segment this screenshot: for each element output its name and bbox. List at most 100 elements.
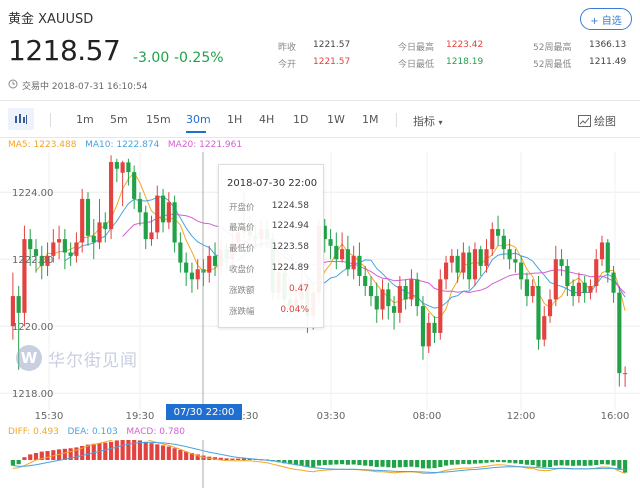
macd-bar — [334, 460, 339, 465]
y-tick-label: 1218.00 — [12, 389, 53, 400]
watermark: W 华尔街见闻 — [16, 345, 138, 371]
macd-bar — [623, 460, 628, 473]
macd-bar — [120, 440, 125, 460]
draw-tool-button[interactable]: 绘图 — [578, 113, 616, 129]
candle-body — [91, 235, 96, 243]
candle-body — [386, 289, 391, 307]
candle-body — [409, 279, 414, 300]
stat-label-open: 今开 — [278, 60, 297, 70]
current-price: 1218.57 — [8, 34, 121, 67]
y-tick-label: 1220.00 — [12, 322, 53, 333]
interval-1m[interactable]: 1m — [76, 113, 94, 126]
tooltip-value-high: 1224.94 — [271, 221, 309, 231]
macd-bar — [241, 458, 246, 460]
candle-body — [588, 286, 593, 293]
tooltip-label-open: 开盘价 — [229, 203, 255, 213]
interval-1w[interactable]: 1W — [327, 113, 345, 126]
x-tick-label: 15:30 — [35, 411, 64, 422]
candle-body — [160, 195, 166, 223]
candlestick-type-icon[interactable] — [8, 108, 34, 130]
macd-bar — [80, 446, 85, 460]
macd-bar — [507, 460, 512, 463]
candle-body — [519, 262, 524, 280]
candle-body — [28, 239, 33, 250]
candle-body — [126, 162, 131, 173]
diff-line — [12, 440, 626, 474]
candle-body — [547, 299, 553, 317]
macd-bar — [368, 460, 374, 467]
stat-label-day-low: 今日最低 — [398, 60, 435, 70]
macd-bar — [420, 460, 426, 469]
macd-bar — [490, 460, 495, 463]
y-tick-label: 1222.00 — [12, 255, 53, 266]
macd-bar — [132, 440, 137, 460]
interval-5m[interactable]: 5m — [110, 113, 128, 126]
tooltip-value-change-pct: 0.04% — [280, 305, 309, 315]
candle-body — [10, 296, 15, 327]
interval-1mo[interactable]: 1M — [362, 113, 379, 126]
candle-body — [172, 202, 177, 243]
candle-body — [501, 235, 506, 250]
tooltip-label-high: 最高价 — [229, 223, 255, 233]
macd-bar — [605, 460, 610, 465]
macd-bar — [85, 444, 91, 460]
macd-bar — [201, 455, 206, 460]
macd-bar — [594, 460, 599, 466]
tooltip-value-open: 1224.58 — [271, 201, 309, 211]
macd-bar — [322, 460, 327, 466]
macd-bar — [443, 460, 449, 466]
macd-bar — [340, 460, 345, 465]
macd-bar — [22, 457, 27, 460]
candle-body — [449, 255, 454, 263]
macd-bar — [236, 458, 241, 460]
crosshair-time-badge: 07/30 22:00 — [166, 404, 242, 420]
clock-icon — [8, 79, 18, 92]
interval-1h[interactable]: 1H — [227, 113, 243, 126]
candle-body — [484, 249, 489, 266]
candle-body — [155, 195, 160, 233]
x-tick-label: 16:00 — [601, 411, 630, 422]
candle-body — [582, 282, 587, 293]
watermark-text: 华尔街见闻 — [48, 350, 138, 371]
macd-bar — [351, 460, 356, 465]
candle-body — [57, 239, 62, 243]
macd-bar — [617, 460, 622, 470]
wallstreetcn-logo-icon: W — [16, 345, 42, 371]
ma10-line — [64, 196, 626, 309]
stat-value-52w-high: 1366.13 — [589, 40, 627, 50]
candle-body — [571, 286, 576, 297]
macd-bar — [357, 460, 362, 466]
interval-1d[interactable]: 1D — [293, 113, 309, 126]
macd-bar — [467, 460, 472, 465]
macd-bar — [403, 460, 408, 467]
macd-bar — [218, 457, 223, 460]
candle-body — [45, 255, 50, 266]
macd-bar — [126, 440, 131, 460]
macd-bar — [397, 460, 402, 468]
macd-bar — [536, 460, 541, 467]
interval-15m[interactable]: 15m — [146, 113, 171, 126]
candle-body — [432, 322, 437, 333]
interval-30m[interactable]: 30m — [186, 113, 211, 126]
indicator-dropdown[interactable]: 指标 ▾ — [413, 113, 443, 129]
tooltip-label-change: 涨跌额 — [229, 286, 255, 296]
stat-value-day-high: 1223.42 — [446, 40, 484, 50]
price-change-percent: -0.25% — [174, 50, 224, 66]
macd-bar — [293, 460, 298, 466]
candle-body — [611, 272, 616, 293]
candle-body — [472, 249, 478, 280]
y-tick-label: 1224.00 — [12, 188, 53, 199]
candle-body — [542, 316, 547, 340]
macd-bar — [559, 460, 564, 466]
candle-body — [166, 202, 171, 223]
candle-body — [351, 255, 356, 270]
macd-chart[interactable] — [0, 440, 640, 488]
indicator-label: 指标 — [413, 115, 435, 128]
candle-body — [33, 249, 39, 256]
active-interval-underline — [186, 131, 206, 133]
add-watchlist-button[interactable]: + 自选 — [580, 8, 632, 30]
interval-4h[interactable]: 4H — [259, 113, 275, 126]
tooltip-time: 2018-07-30 22:00 — [227, 178, 318, 189]
stat-value-52w-low: 1211.49 — [589, 57, 627, 67]
candle-body — [374, 296, 379, 310]
